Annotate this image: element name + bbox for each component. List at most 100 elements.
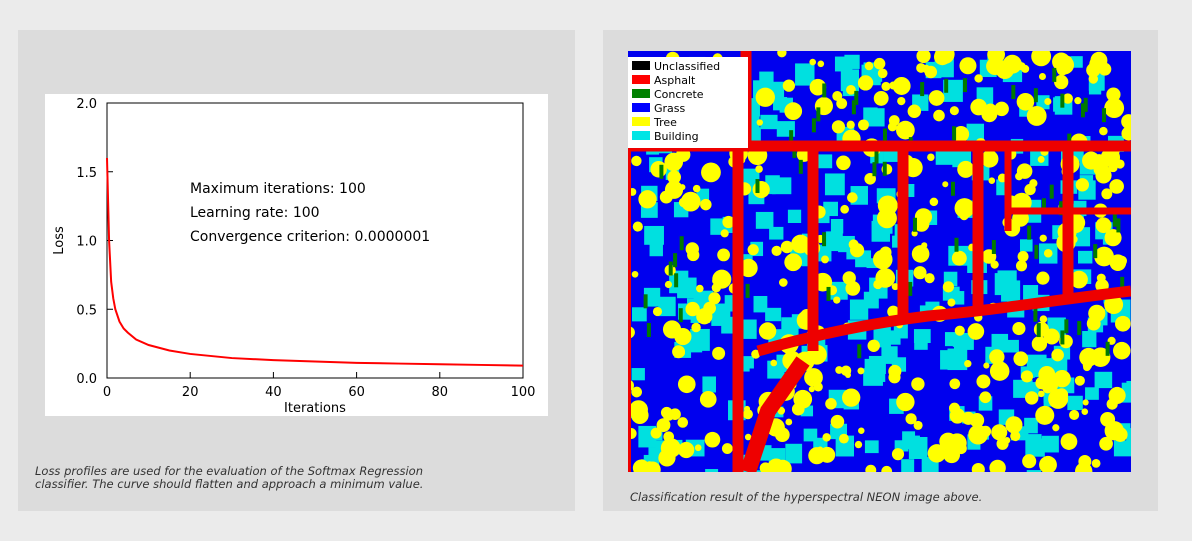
tree xyxy=(1038,156,1045,163)
building xyxy=(902,431,915,444)
tree xyxy=(1025,391,1038,404)
tree xyxy=(949,378,960,389)
tree xyxy=(1044,328,1060,344)
tree xyxy=(1038,391,1045,398)
tree xyxy=(681,192,701,212)
tree xyxy=(842,388,860,406)
tree xyxy=(686,242,699,255)
tree xyxy=(653,307,662,316)
building xyxy=(702,376,716,392)
tree xyxy=(819,447,835,463)
tree xyxy=(928,444,946,462)
tree xyxy=(678,375,696,393)
tree xyxy=(822,433,831,442)
tree xyxy=(874,91,889,106)
tree xyxy=(753,181,770,198)
tree xyxy=(1113,427,1128,442)
y-tick-label: 1.5 xyxy=(76,166,97,181)
concrete xyxy=(883,162,887,176)
tree xyxy=(756,88,775,107)
building xyxy=(1114,440,1131,456)
y-tick-label: 0.5 xyxy=(76,303,97,318)
building xyxy=(632,307,647,321)
tree xyxy=(981,150,998,167)
tree xyxy=(1035,406,1054,425)
legend-label: Building xyxy=(654,130,699,143)
tree xyxy=(942,181,948,187)
tree xyxy=(995,61,1014,80)
building xyxy=(677,278,697,299)
map-legend: UnclassifiedAsphaltConcreteGrassTreeBuil… xyxy=(628,57,748,148)
concrete xyxy=(952,126,956,140)
tree xyxy=(1021,65,1029,73)
page: {"chart_data": {"type": "line", "xlabel"… xyxy=(0,0,1192,541)
tree xyxy=(1115,159,1124,168)
y-tick-label: 2.0 xyxy=(76,97,97,112)
concrete xyxy=(1064,319,1068,333)
building xyxy=(850,299,868,319)
tree xyxy=(929,90,945,106)
tree xyxy=(691,323,700,332)
tree xyxy=(717,249,730,262)
concrete xyxy=(812,118,816,132)
concrete xyxy=(1037,323,1041,337)
annotation: Maximum iterations: 100 xyxy=(190,181,366,197)
tree xyxy=(873,250,893,270)
tree xyxy=(1055,388,1068,401)
tree xyxy=(712,347,725,360)
tree xyxy=(665,281,672,288)
tree xyxy=(1097,274,1106,283)
tree xyxy=(983,363,989,369)
tree xyxy=(1040,315,1048,323)
tree xyxy=(792,403,805,416)
tree xyxy=(968,323,985,340)
caption-line: classifier. The curve should flatten and… xyxy=(35,477,423,491)
tree xyxy=(1035,376,1048,389)
building xyxy=(869,356,886,374)
tree xyxy=(781,241,793,253)
tree xyxy=(695,444,702,451)
tree xyxy=(1052,424,1059,431)
classification-map: UnclassifiedAsphaltConcreteGrassTreeBuil… xyxy=(628,51,1131,472)
tree xyxy=(833,296,840,303)
tree xyxy=(921,242,927,248)
tree xyxy=(943,281,954,292)
concrete xyxy=(659,165,663,179)
concrete xyxy=(680,236,684,250)
tree xyxy=(959,57,976,74)
tree xyxy=(1040,235,1047,242)
concrete xyxy=(669,262,673,276)
tree xyxy=(696,285,704,293)
tree xyxy=(1115,316,1131,332)
legend-label: Asphalt xyxy=(654,74,696,87)
building xyxy=(1078,251,1092,264)
building xyxy=(690,329,710,351)
tree xyxy=(1086,63,1100,77)
building xyxy=(769,227,783,240)
building xyxy=(1095,372,1113,388)
building xyxy=(1067,396,1082,410)
tree xyxy=(979,391,991,403)
concrete xyxy=(746,284,750,298)
tree xyxy=(674,328,691,345)
building xyxy=(914,329,931,343)
tree xyxy=(981,106,997,122)
y-tick-label: 1.0 xyxy=(76,235,97,250)
tree xyxy=(633,222,643,232)
tree xyxy=(1109,387,1126,404)
tree xyxy=(955,198,975,218)
legend-swatch xyxy=(632,61,650,70)
tree xyxy=(896,393,914,411)
building xyxy=(1020,239,1033,251)
tree xyxy=(989,177,996,184)
building xyxy=(785,444,802,464)
tree xyxy=(755,165,763,173)
building xyxy=(835,57,852,72)
y-tick-label: 0.0 xyxy=(76,372,97,387)
concrete xyxy=(1081,103,1085,117)
concrete xyxy=(1011,85,1015,99)
tree xyxy=(957,161,974,178)
concrete xyxy=(1050,185,1054,199)
concrete xyxy=(644,294,648,308)
building xyxy=(1089,83,1101,94)
